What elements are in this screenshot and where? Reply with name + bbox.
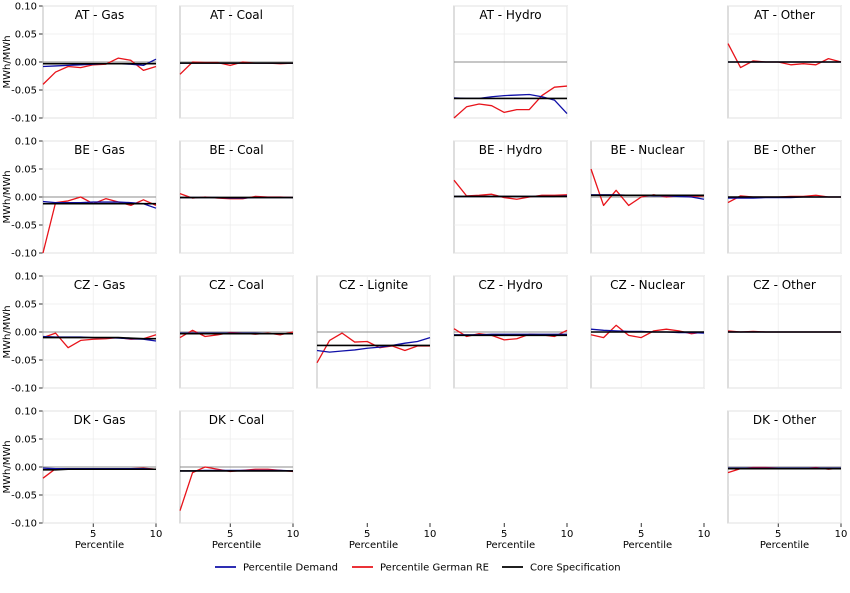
panel-title: BE - Coal xyxy=(209,143,263,157)
y-axis-label: MWh/MWh xyxy=(2,170,13,223)
x-tick-label: 5 xyxy=(501,529,507,540)
x-axis-label: Percentile xyxy=(75,540,124,551)
panel-title: CZ - Nuclear xyxy=(610,278,685,292)
panel-at-gas: AT - Gas xyxy=(42,5,157,119)
y-tick-label: -0.10 xyxy=(11,114,37,125)
panel-dk-gas: DK - Gas xyxy=(42,410,157,524)
panel-be-other: BE - Other xyxy=(727,140,842,254)
panel-cz-other: CZ - Other xyxy=(727,275,842,389)
y-tick-label: -0.10 xyxy=(11,519,37,530)
panel-title: BE - Other xyxy=(754,143,816,157)
y-tick-label: -0.10 xyxy=(11,384,37,395)
x-tick-label: 5 xyxy=(364,529,370,540)
panel-cz-lignite: CZ - Lignite xyxy=(316,275,431,389)
y-tick-label: 0.05 xyxy=(15,435,37,446)
panel-cz-nuclear: CZ - Nuclear xyxy=(590,275,705,389)
y-tick-label: -0.05 xyxy=(11,491,37,502)
y-tick-label: 0.10 xyxy=(15,407,37,418)
panel-at-other: AT - Other xyxy=(727,5,842,119)
y-tick-label: -0.10 xyxy=(11,249,37,260)
panel-cz-hydro: CZ - Hydro xyxy=(453,275,568,389)
panel-title: AT - Coal xyxy=(210,8,263,22)
panel-title: DK - Coal xyxy=(209,413,264,427)
panel-title: BE - Nuclear xyxy=(611,143,685,157)
y-tick-label: 0.05 xyxy=(15,165,37,176)
series-line-core xyxy=(43,336,156,340)
x-tick-label: 10 xyxy=(698,529,711,540)
y-tick-label: 0.10 xyxy=(15,137,37,148)
panel-cz-gas: CZ - Gas xyxy=(42,275,157,389)
y-tick-label: 0.00 xyxy=(15,463,37,474)
y-axis-label: MWh/MWh xyxy=(2,35,13,88)
panel-title: CZ - Other xyxy=(753,278,816,292)
panel-title: AT - Gas xyxy=(75,8,124,22)
y-tick-label: 0.00 xyxy=(15,328,37,339)
panel-title: BE - Hydro xyxy=(479,143,543,157)
y-tick-label: 0.10 xyxy=(15,2,37,13)
panel-title: CZ - Coal xyxy=(209,278,264,292)
x-tick-label: 5 xyxy=(90,529,96,540)
legend: Percentile Demand Percentile German RE Cor… xyxy=(215,563,621,574)
x-tick-label: 5 xyxy=(227,529,233,540)
y-tick-label: -0.05 xyxy=(11,86,37,97)
y-tick-label: 0.00 xyxy=(15,58,37,69)
series-line-re xyxy=(453,179,568,200)
series-line-re xyxy=(316,332,430,364)
x-axis-label: Percentile xyxy=(349,540,398,551)
x-tick-label: 10 xyxy=(424,529,437,540)
series-line-demand xyxy=(316,336,431,353)
y-tick-label: -0.05 xyxy=(11,221,37,232)
y-tick-label: -0.05 xyxy=(11,356,37,367)
y-tick-label: 0.00 xyxy=(15,193,37,204)
series-line-re xyxy=(453,85,568,119)
y-tick-label: 0.10 xyxy=(15,272,37,283)
x-tick-label: 10 xyxy=(835,529,848,540)
x-tick-label: 5 xyxy=(638,529,644,540)
panel-cz-coal: CZ - Coal xyxy=(179,275,294,389)
panel-be-coal: BE - Coal xyxy=(179,140,294,254)
x-tick-label: 10 xyxy=(287,529,300,540)
x-axis-label: Percentile xyxy=(623,540,672,551)
panel-title: CZ - Gas xyxy=(74,278,125,292)
panel-at-coal: AT - Coal xyxy=(179,5,294,119)
y-tick-label: 0.05 xyxy=(15,300,37,311)
panel-at-hydro: AT - Hydro xyxy=(453,5,568,119)
panel-title: CZ - Hydro xyxy=(478,278,542,292)
panel-be-nuclear: BE - Nuclear xyxy=(590,140,705,254)
panel-title: DK - Other xyxy=(753,413,816,427)
x-axis-label: Percentile xyxy=(486,540,535,551)
panel-title: AT - Hydro xyxy=(479,8,541,22)
x-tick-label: 10 xyxy=(150,529,163,540)
panel-be-hydro: BE - Hydro xyxy=(453,140,568,254)
y-tick-label: 0.05 xyxy=(15,30,37,41)
legend-label: Percentile German RE xyxy=(380,563,489,574)
legend-label: Percentile Demand xyxy=(243,563,338,574)
x-axis-label: Percentile xyxy=(760,540,809,551)
panel-dk-coal: DK - Coal xyxy=(179,410,294,524)
panel-title: DK - Gas xyxy=(74,413,126,427)
legend-label: Core Specification xyxy=(530,563,621,574)
y-axis-label: MWh/MWh xyxy=(2,305,13,358)
panel-title: CZ - Lignite xyxy=(339,278,408,292)
x-axis-label: Percentile xyxy=(212,540,261,551)
y-axis-label: MWh/MWh xyxy=(2,440,13,493)
x-tick-label: 10 xyxy=(561,529,574,540)
x-tick-label: 5 xyxy=(775,529,781,540)
panel-be-gas: BE - Gas xyxy=(42,140,157,254)
series-line-core xyxy=(43,468,156,471)
panel-title: AT - Other xyxy=(754,8,815,22)
panel-title: BE - Gas xyxy=(74,143,125,157)
panel-dk-other: DK - Other xyxy=(727,410,842,524)
